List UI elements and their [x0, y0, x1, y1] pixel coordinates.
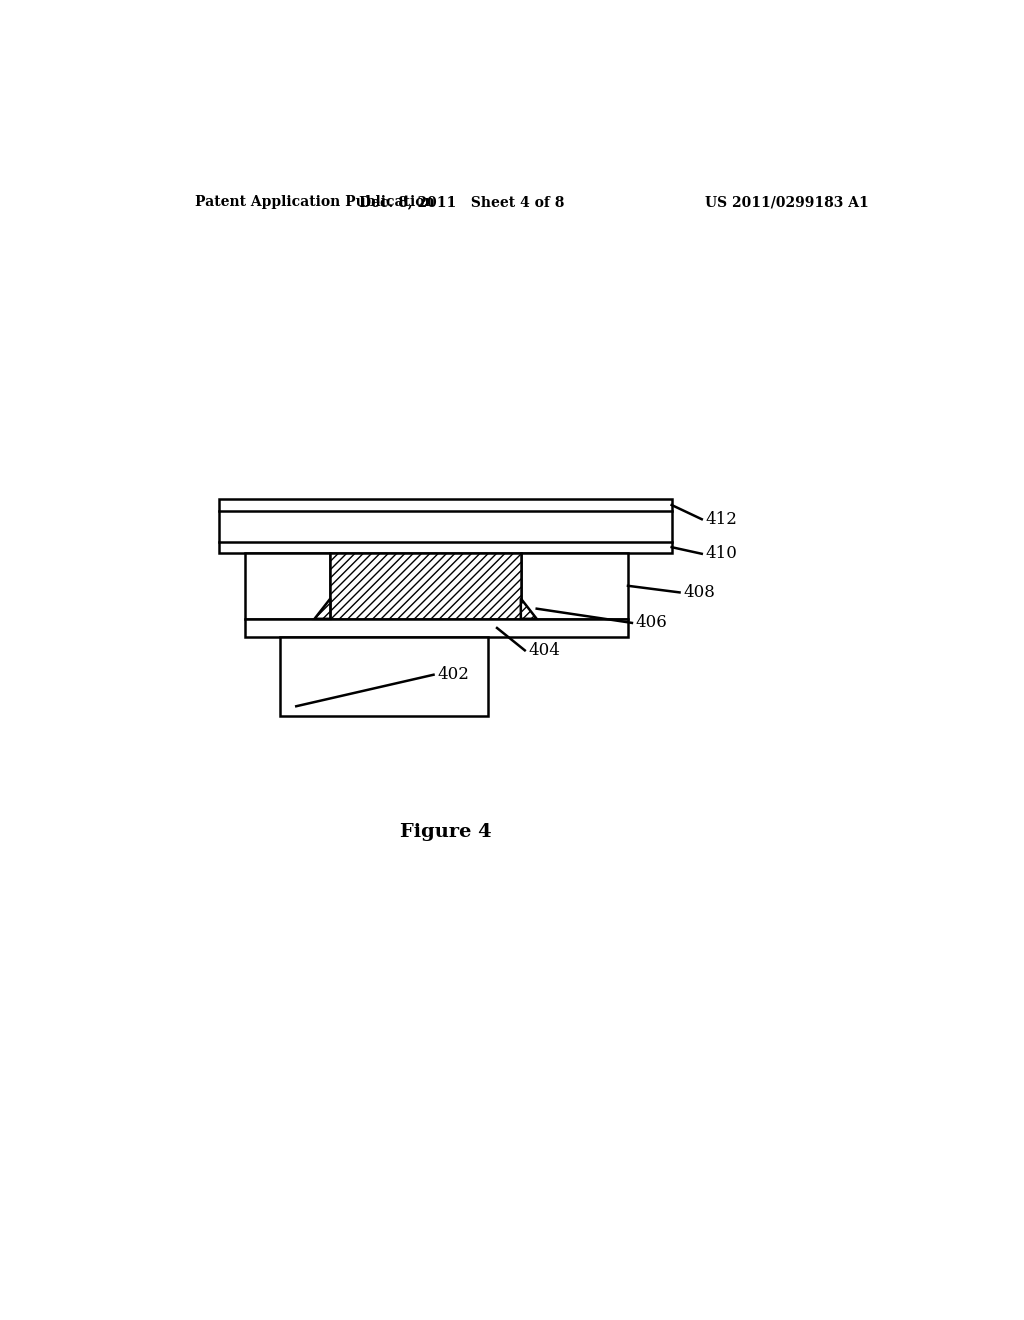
- Text: 402: 402: [437, 667, 469, 684]
- Text: 412: 412: [706, 511, 737, 528]
- Bar: [521, 553, 628, 619]
- Text: Patent Application Publication: Patent Application Publication: [196, 195, 435, 209]
- Text: 404: 404: [528, 642, 561, 659]
- Text: 410: 410: [706, 545, 737, 562]
- Bar: [281, 638, 487, 717]
- Polygon shape: [314, 598, 331, 619]
- Bar: [219, 499, 672, 553]
- Bar: [331, 553, 521, 619]
- Bar: [246, 553, 331, 619]
- Text: Dec. 8, 2011   Sheet 4 of 8: Dec. 8, 2011 Sheet 4 of 8: [358, 195, 564, 209]
- Text: 406: 406: [636, 614, 668, 631]
- Text: Figure 4: Figure 4: [399, 824, 492, 841]
- Bar: [246, 619, 628, 638]
- Text: US 2011/0299183 A1: US 2011/0299183 A1: [705, 195, 868, 209]
- Polygon shape: [521, 598, 537, 619]
- Text: 408: 408: [684, 583, 716, 601]
